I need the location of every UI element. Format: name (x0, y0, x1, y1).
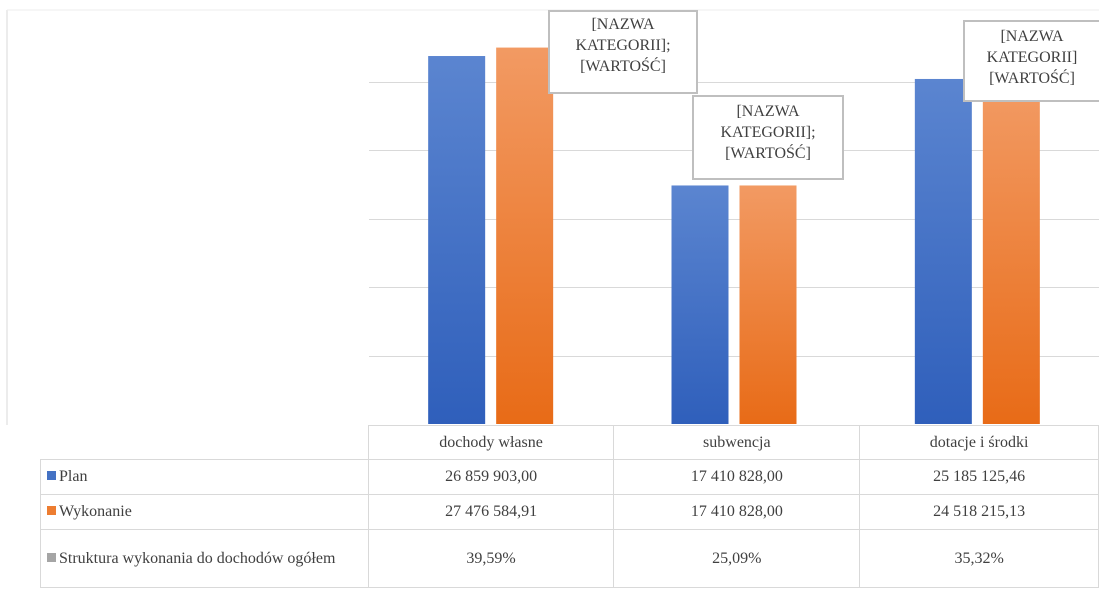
table-cell: 17 410 828,00 (613, 459, 861, 495)
legend-label: Struktura wykonania do dochodów ogółem (59, 549, 336, 567)
legend-swatch-plan (47, 471, 56, 480)
category-label: dotacje i środki (859, 425, 1099, 460)
table-cell: 27 476 584,91 (367, 494, 615, 530)
bar-plan (428, 56, 486, 425)
data-label-1-line2: KATEGORII]; (575, 37, 671, 54)
table-cell: 26 859 903,00 (367, 459, 615, 495)
data-label-2-line2: KATEGORII]; (720, 124, 816, 141)
data-label-3: [NAZWA KATEGORII] [WARTOŚĆ] (963, 20, 1099, 102)
data-label-1-line1: [NAZWA (591, 16, 655, 33)
data-label-3-line2: KATEGORII] (986, 49, 1078, 66)
data-label-2: [NAZWA KATEGORII]; [WARTOŚĆ] (692, 95, 844, 180)
bar-plan (914, 78, 972, 425)
table-cell: 17 410 828,00 (613, 494, 861, 530)
table-cell: 25,09% (613, 529, 861, 588)
bar-wykonanie (739, 185, 797, 424)
table-cell: 25 185 125,46 (859, 459, 1099, 495)
legend-label: Plan (59, 468, 88, 485)
table-row-wykonanie: Wykonanie 27 476 584,91 17 410 828,00 24… (40, 494, 1099, 530)
category-row: dochody własne subwencja dotacje i środk… (40, 425, 1099, 460)
table-cell: 39,59% (367, 529, 615, 588)
table-cell: 24 518 215,13 (859, 494, 1099, 530)
bar-wykonanie (982, 88, 1040, 424)
data-label-1: [NAZWA KATEGORII]; [WARTOŚĆ] (548, 10, 698, 94)
data-label-1-line3: [WARTOŚĆ] (580, 58, 666, 75)
data-label-3-line3: [WARTOŚĆ] (989, 70, 1075, 87)
bar-plan (671, 185, 729, 424)
bar-wykonanie (496, 47, 554, 424)
data-label-3-line1: [NAZWA (1000, 28, 1064, 45)
data-table: dochody własne subwencja dotacje i środk… (40, 425, 1099, 588)
table-row-struktura: Struktura wykonania do dochodów ogółem 3… (40, 529, 1099, 588)
legend-entry-plan: Plan (40, 459, 369, 495)
data-label-2-line3: [WARTOŚĆ] (725, 145, 811, 162)
legend-entry-wykonanie: Wykonanie (40, 494, 369, 530)
data-label-2-line1: [NAZWA (736, 103, 800, 120)
legend-entry-struktura: Struktura wykonania do dochodów ogółem (40, 529, 369, 588)
empty-corner-cell (40, 425, 369, 460)
legend-swatch-struktura (47, 552, 56, 562)
legend-label: Wykonanie (59, 503, 132, 520)
table-cell: 35,32% (859, 529, 1099, 588)
category-label: dochody własne (367, 425, 615, 460)
category-label: subwencja (613, 425, 861, 460)
table-row-plan: Plan 26 859 903,00 17 410 828,00 25 185 … (40, 459, 1099, 495)
plot-area (6, 9, 1099, 425)
legend-swatch-wykonanie (47, 506, 56, 515)
